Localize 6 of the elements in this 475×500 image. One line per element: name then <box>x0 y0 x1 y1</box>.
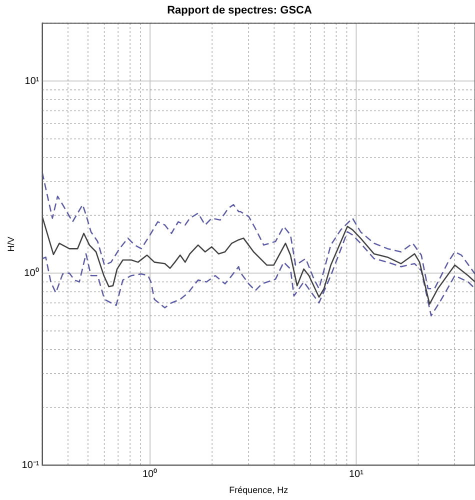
x-axis-title: Fréquence, Hz <box>229 485 289 496</box>
y-axis-title: H/V <box>6 236 16 252</box>
y-tick-label: 10¹ <box>24 76 40 87</box>
y-tick-label: 10⁻¹ <box>22 460 40 471</box>
chart-title: Rapport de spectres: GSCA <box>167 4 312 17</box>
y-tick-label: 10⁰ <box>24 266 40 279</box>
